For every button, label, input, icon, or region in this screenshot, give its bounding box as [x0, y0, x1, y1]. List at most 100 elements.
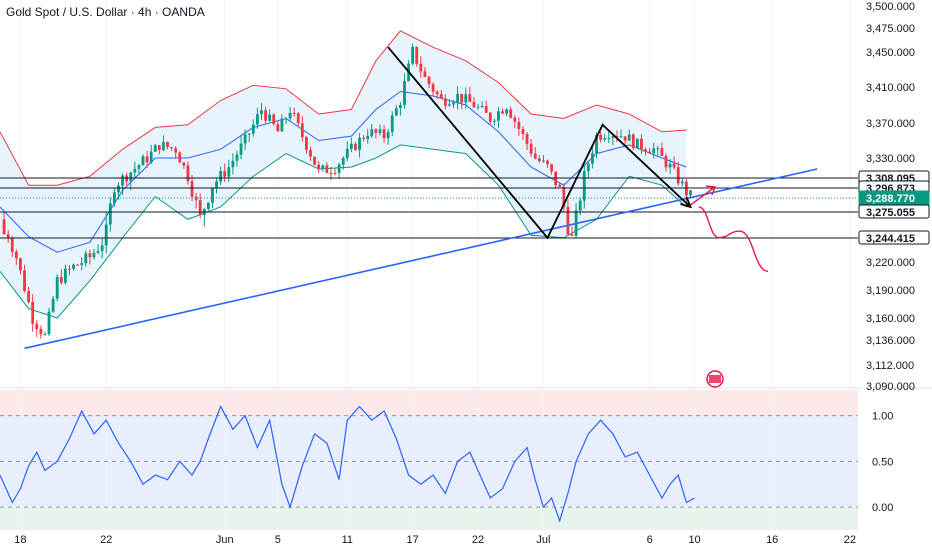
candle-body — [427, 76, 431, 85]
candle-body — [460, 93, 464, 103]
candle-body — [162, 141, 165, 150]
candle-body — [247, 133, 251, 135]
candle-body — [59, 277, 63, 283]
candle-body — [635, 138, 639, 148]
candlesticks — [2, 43, 692, 339]
candle-body — [227, 167, 231, 177]
candle-body — [631, 134, 635, 148]
candle-body — [280, 118, 284, 132]
candle-body — [382, 129, 386, 139]
candle-body — [505, 109, 509, 114]
price-tick-label: 3,410.000 — [866, 82, 915, 94]
candle-body — [6, 234, 10, 239]
candle-body — [648, 151, 652, 154]
candle-body — [157, 145, 161, 150]
time-tick-label: Jun — [216, 534, 234, 546]
overbought-zone — [0, 390, 858, 416]
candle-body — [644, 149, 647, 152]
price-tag — [858, 204, 930, 219]
candle-body — [566, 206, 570, 235]
candle-body — [672, 163, 676, 168]
candle-body — [300, 123, 304, 138]
candle-body — [370, 129, 374, 136]
candle-body — [43, 334, 47, 336]
candle-body — [537, 158, 541, 162]
candle-body — [288, 112, 292, 119]
candle-body — [174, 148, 178, 153]
candle-body — [129, 172, 133, 182]
candle-body — [337, 164, 341, 174]
candle-body — [19, 258, 22, 271]
candle-body — [423, 71, 427, 77]
candle-body — [680, 181, 684, 184]
candle-body — [170, 147, 173, 149]
candle-body — [431, 84, 435, 92]
time-tick-label: Jul — [536, 534, 550, 546]
candle-body — [27, 291, 30, 303]
candle-body — [264, 110, 267, 121]
candle-body — [415, 46, 419, 64]
candle-body — [676, 167, 680, 184]
candle-body — [223, 171, 227, 177]
price-tick-label: 3,475.000 — [866, 23, 915, 35]
candle-body — [595, 135, 598, 154]
price-tick-label: 3,370.000 — [866, 118, 915, 130]
candle-body — [243, 134, 247, 144]
candle-body — [104, 224, 108, 246]
price-tick-label: 3,500.000 — [866, 1, 915, 13]
candle-body — [652, 148, 656, 154]
candle-body — [108, 203, 112, 225]
candle-body — [349, 143, 353, 149]
price-tick-label: 3,160.000 — [866, 313, 915, 325]
candle-body — [10, 238, 14, 252]
candle-body — [153, 145, 157, 152]
projection-down — [698, 206, 769, 273]
candle-body — [603, 138, 607, 140]
time-tick-label: 22 — [844, 534, 856, 546]
candle-body — [464, 94, 468, 103]
candle-body — [47, 311, 51, 335]
candle-body — [472, 101, 476, 108]
candle-body — [239, 143, 243, 155]
candle-body — [521, 128, 525, 135]
candle-body — [80, 263, 84, 265]
chart-drawings[interactable] — [0, 46, 858, 388]
axes[interactable]: 3,500.000 3,475.000 3,450.000 3,410.000 3,37… — [14, 1, 915, 546]
candle-body — [313, 156, 316, 165]
candle-body — [386, 131, 390, 139]
candle-body — [542, 160, 545, 162]
candle-body — [619, 136, 623, 138]
candle-body — [84, 253, 88, 264]
candle-body — [186, 165, 190, 182]
candle-body — [591, 153, 594, 164]
ascending-trendline — [24, 168, 818, 350]
candle-body — [100, 245, 104, 251]
candle-body — [664, 155, 668, 168]
candle-body — [484, 106, 488, 113]
candle-body — [517, 121, 521, 129]
candle-body — [88, 253, 92, 258]
candle-body — [14, 251, 18, 259]
price-tags: 3,308.0953,296.8733,288.77003:26:533,275… — [858, 170, 930, 245]
candle-body — [309, 149, 312, 157]
candle-body — [562, 186, 566, 207]
candle-body — [198, 200, 202, 215]
candle-body — [329, 172, 333, 174]
candle-body — [452, 102, 455, 105]
candle-body — [627, 134, 631, 141]
time-tick-label: 11 — [342, 534, 353, 546]
candle-body — [509, 109, 513, 118]
time-tick-label: 10 — [688, 534, 700, 546]
candle-body — [358, 137, 361, 150]
bollinger-fill — [0, 30, 687, 319]
candle-body — [656, 148, 660, 150]
candle-body — [117, 185, 120, 193]
candle-body — [558, 184, 562, 187]
time-tick-label: 18 — [14, 534, 26, 546]
candle-body — [435, 91, 439, 95]
time-tick-label: 17 — [407, 534, 419, 546]
candle-body — [145, 156, 149, 163]
candle-body — [533, 153, 537, 159]
candle-body — [141, 156, 145, 166]
